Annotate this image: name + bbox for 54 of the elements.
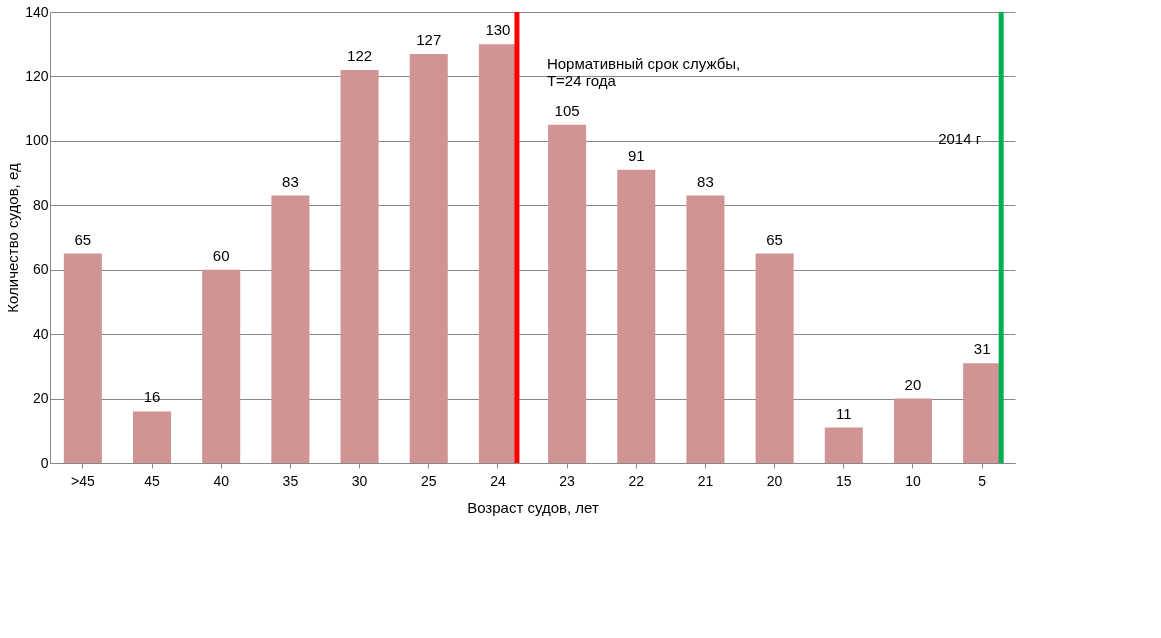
x-tick-label: 10 — [905, 472, 921, 489]
y-tick-label: 100 — [25, 132, 49, 149]
x-tick-label: 25 — [420, 472, 437, 489]
x-tick-label: 15 — [836, 472, 852, 489]
data-label: 20 — [904, 375, 922, 393]
x-tick-label: 24 — [490, 472, 506, 489]
bar — [63, 253, 102, 463]
data-label: 83 — [282, 172, 299, 190]
y-tick-label: 120 — [25, 67, 49, 84]
bar — [893, 398, 932, 463]
bar — [686, 195, 725, 463]
data-label: 127 — [416, 30, 442, 48]
data-label: 11 — [836, 404, 852, 422]
data-label: 60 — [212, 246, 230, 264]
data-label: 65 — [74, 230, 92, 248]
y-tick-label: 140 — [25, 3, 49, 20]
data-label: 130 — [485, 21, 511, 39]
x-tick-label: 30 — [351, 472, 368, 489]
x-tick-label: 23 — [559, 472, 576, 489]
data-label: 105 — [554, 101, 580, 119]
bar — [548, 124, 587, 463]
data-label: 122 — [347, 46, 373, 64]
bar — [340, 69, 379, 463]
bar — [755, 253, 794, 463]
x-tick-label: 45 — [144, 472, 161, 489]
x-tick-label: 20 — [766, 472, 783, 489]
bar — [202, 269, 241, 463]
y-tick-label: 80 — [32, 196, 49, 213]
x-tick-label: 40 — [213, 472, 230, 489]
ref-line-label: 2014 г — [938, 130, 982, 147]
data-label: 91 — [627, 146, 645, 164]
y-tick-label: 20 — [32, 390, 49, 407]
data-label: 31 — [973, 340, 991, 358]
bar — [478, 44, 517, 463]
bar — [617, 169, 656, 463]
ref-line-label: Нормативный срок службы, T=24 года — [546, 55, 741, 89]
y-tick-label: 60 — [32, 261, 49, 278]
y-tick-label: 40 — [32, 325, 49, 342]
x-tick-label: 35 — [282, 472, 299, 489]
bar — [963, 363, 1002, 463]
x-tick-label: 21 — [697, 472, 714, 489]
x-tick-label: >45 — [70, 472, 95, 489]
x-tick-label: 22 — [628, 472, 645, 489]
bar — [824, 427, 863, 463]
data-label: 65 — [766, 230, 783, 248]
y-tick-label: 0 — [40, 454, 49, 471]
bar — [409, 53, 448, 463]
x-tick-label: 5 — [978, 472, 987, 489]
y-axis-title: Количество судов, ед — [4, 163, 22, 313]
bar — [271, 195, 310, 463]
bar — [133, 411, 172, 463]
data-label: 16 — [143, 388, 161, 406]
x-axis-title: Возраст судов, лет — [467, 498, 599, 516]
data-label: 83 — [697, 172, 714, 190]
